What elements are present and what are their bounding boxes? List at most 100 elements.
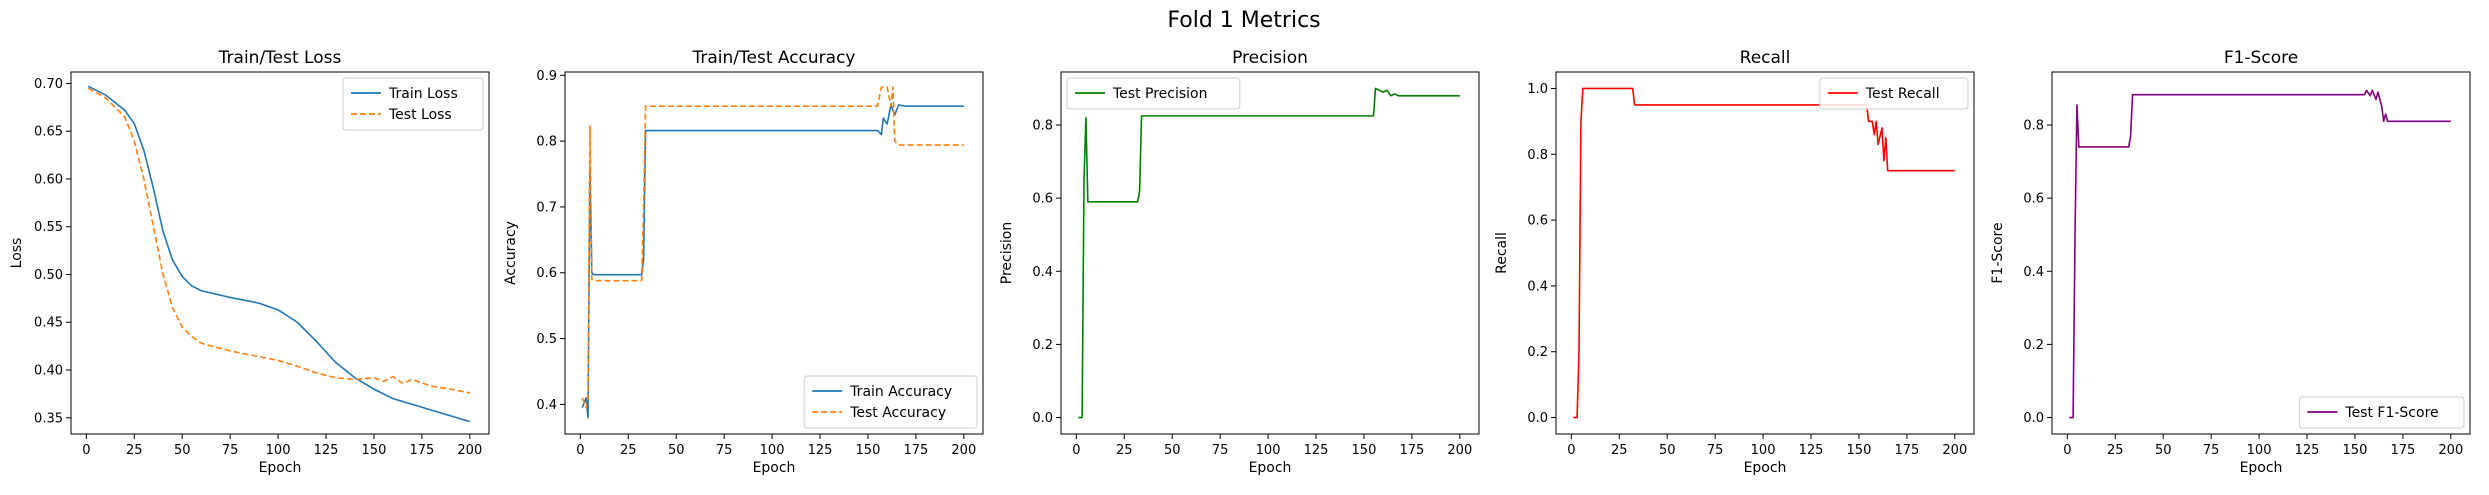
axes-frame xyxy=(564,71,984,435)
legend-label: Test Precision xyxy=(1112,86,1208,102)
x-tick-label: 175 xyxy=(903,443,928,458)
x-tick-label: 25 xyxy=(126,443,143,458)
x-tick-label: 0 xyxy=(576,443,584,458)
y-tick-label: 0.6 xyxy=(1032,192,1053,207)
x-tick-label: 0 xyxy=(82,443,90,458)
legend-label: Train Accuracy xyxy=(849,384,952,400)
x-tick-label: 200 xyxy=(2438,443,2463,458)
x-tick-label: 75 xyxy=(1212,443,1229,458)
y-tick-label: 0.2 xyxy=(1032,338,1053,353)
series-line-test-f1-score xyxy=(2069,89,2451,419)
legend: Test F1-Score xyxy=(2298,396,2465,429)
subplot-precision: Precision 0 25 50 75 100 125 150 175 200 0.0 0.2 0.4… xyxy=(999,48,1480,476)
y-tick-label: 0.45 xyxy=(34,316,63,331)
x-tick-label: 50 xyxy=(2155,443,2172,458)
axes-frame xyxy=(2051,71,2471,435)
subplot-recall: Recall 0 25 50 75 100 125 150 175 200 0.0 0.2 0.4 0.6… xyxy=(1494,48,1975,476)
x-tick-label: 175 xyxy=(409,443,434,458)
x-tick-label: 75 xyxy=(222,443,239,458)
x-tick-label: 150 xyxy=(2343,443,2368,458)
series-line-test-recall xyxy=(1573,87,1955,419)
chart-title: Train/Test Loss xyxy=(218,48,342,68)
x-axis-label: Epoch xyxy=(2240,460,2283,476)
x-tick-label: 200 xyxy=(457,443,482,458)
y-tick-label: 0.8 xyxy=(1527,148,1548,163)
x-tick-label: 200 xyxy=(951,443,976,458)
y-tick-label: 0.55 xyxy=(34,220,63,235)
x-tick-label: 0 xyxy=(1567,443,1575,458)
y-axis-label: Loss xyxy=(9,238,25,269)
series-line-test-precision xyxy=(1078,87,1460,419)
x-tick-label: 125 xyxy=(2295,443,2320,458)
y-axis-label: F1-Score xyxy=(1990,222,2006,283)
axes-frame xyxy=(1555,71,1975,435)
legend-label: Test Recall xyxy=(1865,86,1940,102)
y-tick-label: 0.0 xyxy=(1527,411,1548,426)
x-tick-label: 175 xyxy=(1894,443,1919,458)
y-tick-label: 0.2 xyxy=(1527,345,1548,360)
subplot-f1-score: F1-Score 0 25 50 75 100 125 150 175 200 0.0 0.2 0.4 0… xyxy=(1990,48,2471,476)
x-tick-label: 125 xyxy=(808,443,833,458)
x-axis-label: Epoch xyxy=(259,460,302,476)
y-tick-label: 0.8 xyxy=(2023,119,2044,134)
y-tick-label: 0.5 xyxy=(536,332,557,347)
legend-box xyxy=(342,77,484,131)
x-tick-label: 100 xyxy=(2247,443,2272,458)
x-tick-label: 150 xyxy=(1847,443,1872,458)
chart-title: F1-Score xyxy=(2224,48,2298,68)
legend-label: Test Loss xyxy=(388,107,452,123)
y-tick-label: 0.6 xyxy=(2023,192,2044,207)
legend-box xyxy=(1066,77,1241,110)
y-tick-label: 0.6 xyxy=(1527,214,1548,229)
series-line-test-loss xyxy=(87,87,470,394)
y-tick-label: 0.0 xyxy=(1032,411,1053,426)
y-tick-label: 0.0 xyxy=(2023,411,2044,426)
legend: Train Loss Test Loss xyxy=(342,77,484,131)
x-tick-label: 25 xyxy=(2107,443,2124,458)
y-tick-label: 0.2 xyxy=(2023,338,2044,353)
x-tick-label: 25 xyxy=(1116,443,1133,458)
y-tick-label: 0.4 xyxy=(1032,265,1053,280)
x-tick-label: 150 xyxy=(856,443,881,458)
y-tick-label: 1.0 xyxy=(1527,82,1548,97)
subplot-panels: Train/Test Loss 0 25 50 75 100 125 150 175 200 0.3… xyxy=(9,48,2471,476)
legend-box xyxy=(2298,396,2465,429)
x-tick-label: 100 xyxy=(266,443,291,458)
x-tick-label: 50 xyxy=(174,443,191,458)
y-tick-label: 0.4 xyxy=(536,398,557,413)
subplot-train-test-accuracy: Train/Test Accuracy 0 25 50 75 100 125 150 175 20… xyxy=(503,48,984,476)
x-tick-label: 200 xyxy=(1942,443,1967,458)
x-tick-label: 25 xyxy=(620,443,637,458)
x-tick-label: 50 xyxy=(1164,443,1181,458)
legend: Test Precision xyxy=(1066,77,1241,110)
y-tick-label: 0.60 xyxy=(34,172,63,187)
x-axis-label: Epoch xyxy=(1744,460,1787,476)
axes-frame xyxy=(70,71,490,435)
y-tick-label: 0.8 xyxy=(1032,119,1053,134)
y-tick-label: 0.65 xyxy=(34,125,63,140)
x-tick-label: 100 xyxy=(760,443,785,458)
x-tick-label: 75 xyxy=(716,443,733,458)
series-line-test-accuracy xyxy=(581,86,964,409)
x-tick-label: 200 xyxy=(1447,443,1472,458)
x-tick-label: 150 xyxy=(362,443,387,458)
y-tick-label: 0.9 xyxy=(536,69,557,84)
x-tick-label: 50 xyxy=(1659,443,1676,458)
y-axis-label: Accuracy xyxy=(503,221,519,285)
axes-frame xyxy=(1060,71,1480,435)
y-tick-label: 0.50 xyxy=(34,268,63,283)
y-tick-label: 0.70 xyxy=(34,77,63,92)
x-tick-label: 50 xyxy=(668,443,685,458)
figure-suptitle: Fold 1 Metrics xyxy=(1167,8,1320,33)
x-tick-label: 0 xyxy=(2063,443,2071,458)
x-tick-label: 100 xyxy=(1256,443,1281,458)
y-tick-label: 0.7 xyxy=(536,200,557,215)
legend-label: Test Accuracy xyxy=(849,405,946,421)
x-tick-label: 125 xyxy=(1304,443,1329,458)
x-tick-label: 175 xyxy=(1399,443,1424,458)
x-tick-label: 125 xyxy=(314,443,339,458)
y-axis-label: Recall xyxy=(1494,232,1510,274)
legend-box xyxy=(1819,77,1969,110)
